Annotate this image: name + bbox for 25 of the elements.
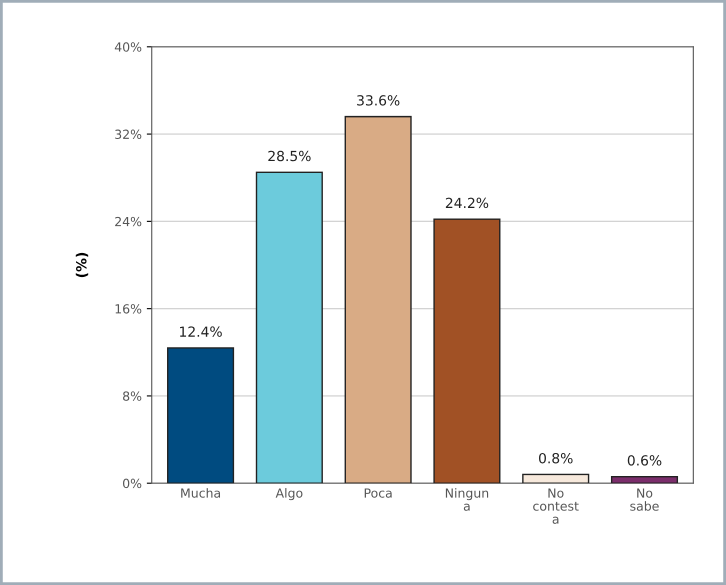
bar bbox=[433, 218, 500, 484]
bar bbox=[167, 347, 234, 484]
bar bbox=[610, 476, 678, 484]
data-label: 0.6% bbox=[628, 455, 662, 466]
y-tick-label: 40% bbox=[114, 42, 142, 52]
x-tick-label: No contest a bbox=[533, 488, 579, 524]
x-tick-label: No sabe bbox=[630, 488, 659, 511]
bar bbox=[344, 116, 412, 484]
bar bbox=[522, 474, 590, 484]
x-tick-label: Poca bbox=[364, 488, 392, 498]
data-label: 0.8% bbox=[538, 452, 573, 464]
y-tick-label: 32% bbox=[115, 130, 142, 140]
data-label: 28.5% bbox=[268, 150, 311, 162]
y-tick-label: 8% bbox=[123, 391, 142, 401]
y-tick-label: 0% bbox=[123, 478, 142, 488]
y-tick-label: 16% bbox=[116, 304, 142, 314]
y-axis-title: (%) bbox=[76, 252, 88, 278]
data-label: 24.2% bbox=[446, 198, 488, 208]
x-tick-label: Ningun a bbox=[446, 488, 488, 511]
data-label: 12.4% bbox=[180, 326, 222, 337]
y-tick-label: 24% bbox=[115, 216, 142, 226]
bar bbox=[256, 172, 323, 484]
data-label: 33.6% bbox=[357, 95, 400, 106]
x-tick-label: Algo bbox=[276, 488, 302, 500]
x-tick-label: Mucha bbox=[181, 488, 220, 498]
